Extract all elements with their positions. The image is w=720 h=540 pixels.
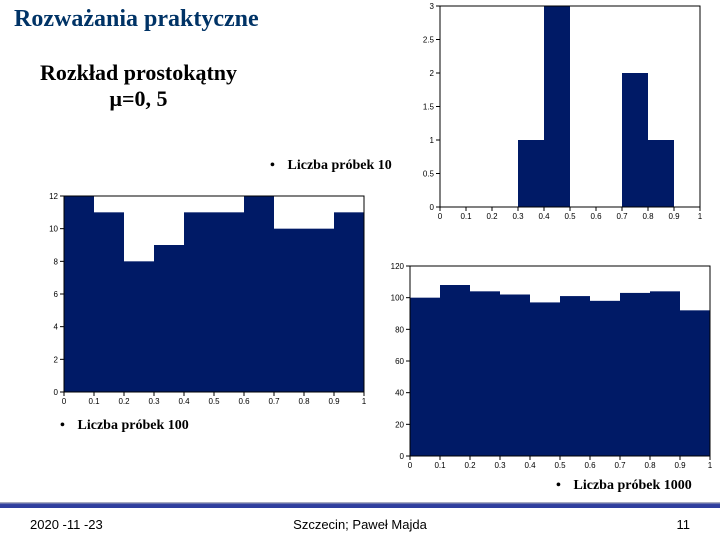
svg-text:0: 0: [438, 212, 443, 221]
svg-text:1: 1: [708, 461, 713, 470]
svg-text:0.9: 0.9: [328, 397, 340, 406]
svg-text:0.3: 0.3: [148, 397, 160, 406]
svg-text:0.6: 0.6: [584, 461, 596, 470]
svg-text:0.2: 0.2: [118, 397, 130, 406]
svg-text:0.7: 0.7: [614, 461, 626, 470]
svg-text:6: 6: [54, 290, 59, 299]
subtitle-line1: Rozkład prostokątny: [40, 60, 237, 85]
svg-text:0.5: 0.5: [554, 461, 566, 470]
svg-text:120: 120: [391, 262, 405, 271]
svg-text:0: 0: [62, 397, 67, 406]
subtitle: Rozkład prostokątny μ=0, 5: [40, 60, 237, 113]
footer-page: 11: [677, 517, 691, 532]
svg-text:60: 60: [395, 357, 404, 366]
svg-text:0.7: 0.7: [268, 397, 280, 406]
svg-text:1: 1: [698, 212, 703, 221]
footer-divider: [0, 502, 720, 508]
svg-text:0.5: 0.5: [423, 170, 435, 179]
svg-text:12: 12: [49, 192, 58, 201]
svg-text:0.2: 0.2: [464, 461, 476, 470]
footer-center: Szczecin; Paweł Majda: [0, 517, 720, 532]
svg-text:2: 2: [54, 355, 59, 364]
svg-text:0: 0: [54, 388, 59, 397]
svg-text:3: 3: [430, 2, 435, 11]
svg-text:0.4: 0.4: [538, 212, 550, 221]
svg-text:1.5: 1.5: [423, 103, 435, 112]
svg-text:0.6: 0.6: [238, 397, 250, 406]
svg-text:0.9: 0.9: [674, 461, 686, 470]
bullet-n100-text: Liczba próbek 100: [78, 418, 189, 433]
svg-text:8: 8: [54, 257, 59, 266]
bullet-dot-icon: •: [270, 158, 284, 174]
bullet-n1000-text: Liczba próbek 1000: [574, 478, 692, 493]
svg-text:0.1: 0.1: [460, 212, 472, 221]
svg-text:80: 80: [395, 325, 404, 334]
chart-n1000: 0 20 40 60 80 100 120 0 0.1 0.2 0.3 0.4 0.5 0.6 0.7 0.8…: [376, 260, 716, 474]
svg-text:0.6: 0.6: [590, 212, 602, 221]
subtitle-line2: μ=0, 5: [40, 86, 237, 112]
bullet-dot-icon: •: [556, 478, 570, 494]
svg-text:0.8: 0.8: [644, 461, 656, 470]
svg-text:0.5: 0.5: [564, 212, 576, 221]
svg-text:1: 1: [430, 136, 435, 145]
svg-text:40: 40: [395, 389, 404, 398]
svg-text:0.9: 0.9: [668, 212, 680, 221]
svg-text:0.4: 0.4: [178, 397, 190, 406]
bullet-n10: • Liczba próbek 10: [270, 158, 392, 174]
svg-text:20: 20: [395, 420, 404, 429]
svg-text:2.5: 2.5: [423, 36, 435, 45]
svg-text:0.3: 0.3: [512, 212, 524, 221]
svg-text:2: 2: [430, 69, 435, 78]
bullet-n10-text: Liczba próbek 10: [288, 158, 392, 173]
svg-text:10: 10: [49, 225, 58, 234]
svg-text:1: 1: [362, 397, 367, 406]
bullet-dot-icon: •: [60, 418, 74, 434]
svg-text:0: 0: [430, 203, 435, 212]
bullet-n100: • Liczba próbek 100: [60, 418, 189, 434]
svg-text:100: 100: [391, 294, 405, 303]
svg-text:0.7: 0.7: [616, 212, 628, 221]
svg-text:0: 0: [400, 452, 405, 461]
svg-text:0.1: 0.1: [434, 461, 446, 470]
svg-text:0.8: 0.8: [642, 212, 654, 221]
svg-text:0.5: 0.5: [208, 397, 220, 406]
slide-title: Rozważania praktyczne: [14, 6, 259, 33]
chart-n10: 0 0.5 1 1.5 2 2.5 3 0 0.1 0.2 0.3 0.4 0.5 0.6 0.7 0.8 0.…: [406, 0, 706, 225]
bullet-n1000: • Liczba próbek 1000: [556, 478, 692, 494]
svg-text:0.1: 0.1: [88, 397, 100, 406]
svg-text:0.4: 0.4: [524, 461, 536, 470]
svg-text:0.2: 0.2: [486, 212, 498, 221]
svg-text:0.8: 0.8: [298, 397, 310, 406]
svg-text:0.3: 0.3: [494, 461, 506, 470]
svg-text:0: 0: [408, 461, 413, 470]
svg-text:4: 4: [54, 323, 59, 332]
chart-n100: 0 2 4 6 8 10 12 0 0.1 0.2 0.3 0.4 0.5 0.6 0.7 0.8 0.9 1: [30, 190, 370, 410]
